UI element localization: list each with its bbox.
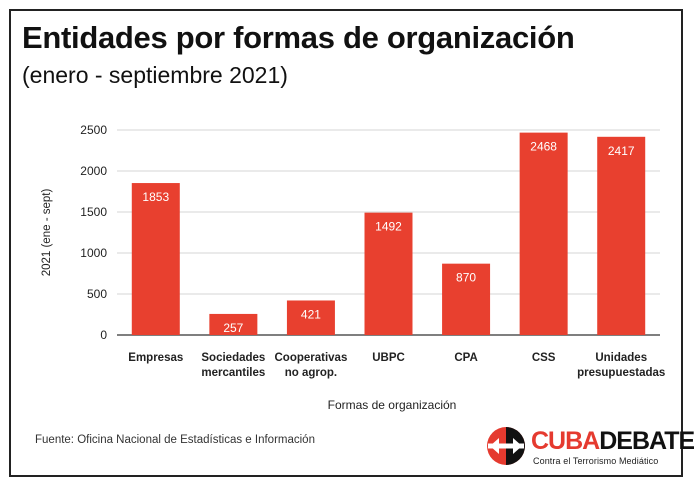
source-note: Fuente: Oficina Nacional de Estadísticas…	[35, 434, 315, 446]
x-tick-label-line: presupuestadas	[577, 367, 665, 379]
chart-subtitle: (enero - septiembre 2021)	[22, 62, 288, 88]
y-tick-label: 0	[100, 328, 107, 342]
bar-value-label: 870	[456, 271, 476, 285]
y-tick-label: 2500	[80, 123, 107, 137]
bar-value-label: 1853	[142, 190, 169, 204]
x-tick-label: Cooperativas no agrop.	[274, 352, 347, 379]
x-tick-label-line: CPA	[454, 352, 477, 364]
x-tick-label: CPA	[454, 352, 477, 364]
x-tick-labels: Empresas Sociedades mercantiles Cooperativa…	[128, 352, 665, 379]
x-tick-label: Unidades presupuestadas	[577, 352, 665, 379]
bar-value-label: 1492	[375, 220, 402, 234]
bar	[519, 132, 568, 335]
bar-value-label: 2417	[608, 144, 635, 158]
chart-frame	[9, 9, 683, 477]
y-tick-label: 500	[87, 287, 107, 301]
bar	[442, 263, 491, 335]
logo-word-cuba: CUBA	[531, 427, 600, 455]
bar-value-label: 2468	[530, 140, 557, 154]
y-tick-labels: 0 500 1000 1500 2000 2500	[80, 123, 107, 342]
x-tick-label: UBPC	[372, 352, 405, 364]
x-tick-label-line: Unidades	[595, 352, 647, 364]
bar-value-label: 421	[301, 307, 321, 321]
y-tick-label: 1000	[80, 246, 107, 260]
y-tick-label: 2000	[80, 164, 107, 178]
x-tick-label: CSS	[532, 352, 556, 364]
x-tick-label-line: Sociedades	[201, 352, 265, 364]
x-axis-title: Formas de organización	[328, 398, 457, 412]
x-tick-label: Sociedades mercantiles	[201, 352, 265, 379]
bars: 1853 257 421 1492 870 2468 2417	[131, 132, 646, 335]
logo-tagline: Contra el Terrorismo Mediático	[533, 456, 659, 466]
bar	[209, 313, 258, 335]
x-tick-label: Empresas	[128, 352, 183, 364]
logo-wordmark: CUBADEBATE	[531, 427, 694, 455]
y-axis-title: 2021 (ene - sept)	[41, 189, 53, 277]
x-tick-label-line: Cooperativas	[274, 352, 347, 364]
bar	[131, 183, 180, 335]
x-tick-label-line: no agrop.	[285, 367, 337, 379]
bar	[364, 212, 413, 335]
cubadebate-arrows-icon	[487, 427, 525, 465]
cubadebate-logo[interactable]: CUBADEBATE Contra el Terrorismo Mediátic…	[486, 426, 694, 472]
y-tick-label: 1500	[80, 205, 107, 219]
x-tick-label-line: mercantiles	[201, 367, 265, 379]
bar-value-label: 257	[223, 321, 243, 335]
chart-title: Entidades por formas de organización	[22, 20, 575, 55]
x-tick-label-line: Empresas	[128, 352, 183, 364]
logo-word-debate: DEBATE	[599, 427, 694, 455]
x-tick-label-line: CSS	[532, 352, 556, 364]
x-tick-label-line: UBPC	[372, 352, 405, 364]
bar	[286, 300, 335, 335]
bar	[597, 136, 646, 335]
